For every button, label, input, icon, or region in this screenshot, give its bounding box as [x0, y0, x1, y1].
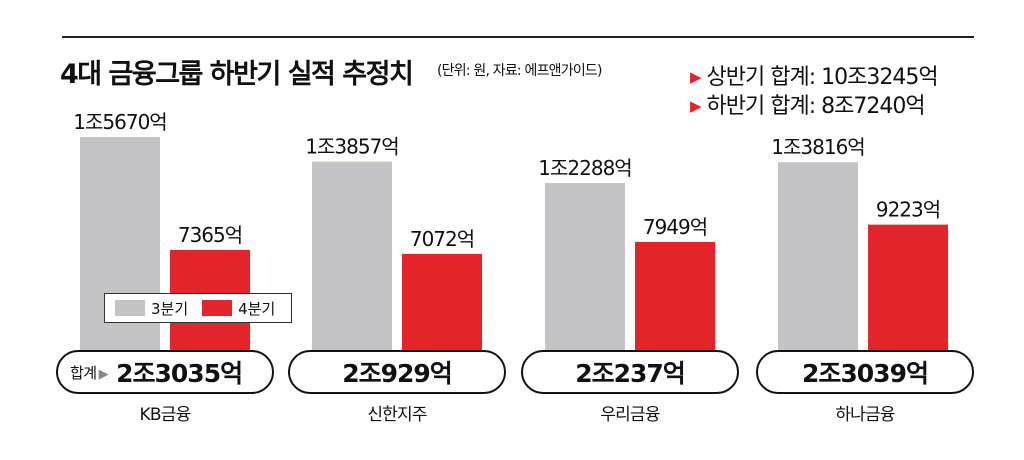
data-label-q3: 1조2288억	[538, 156, 631, 180]
total-pill-hana: 2조3039억	[756, 350, 974, 394]
bar-q4	[635, 241, 715, 350]
total-value: 2조929억	[342, 359, 453, 388]
legend: 3분기 4분기	[104, 293, 292, 323]
second-half-total: ▶ 하반기 합계: 8조7240억	[690, 88, 926, 120]
bar-q3	[312, 161, 392, 350]
first-half-total-text: 상반기 합계: 10조3245억	[706, 65, 939, 90]
total-value: 2조3035억	[116, 359, 243, 388]
company-name: 신한지주	[367, 405, 427, 425]
bar-q4	[868, 224, 948, 350]
total-pill-shinhan: 2조929억	[288, 350, 506, 394]
first-half-total: ▶ 상반기 합계: 10조3245억	[690, 59, 939, 91]
total-value: 2조3039억	[802, 359, 929, 388]
chart-subtitle: (단위: 원, 자료: 에프앤가이드)	[437, 63, 602, 79]
legend-label-q3: 3분기	[151, 299, 189, 318]
data-label-q3: 1조5670억	[73, 110, 166, 134]
data-label-q3: 1조3816억	[771, 135, 864, 159]
second-half-total-text: 하반기 합계: 8조7240억	[706, 94, 926, 119]
company-name: KB금융	[139, 405, 192, 425]
triangle-marker-icon: ▶	[690, 68, 702, 86]
bar-q4	[402, 253, 482, 350]
company-name: 우리금융	[600, 405, 660, 425]
data-label-q4: 7072억	[410, 227, 474, 251]
top-rule	[62, 36, 974, 38]
triangle-marker-icon: ▶	[690, 97, 702, 115]
total-pill-woori: 2조237억	[521, 350, 739, 394]
legend-swatch-q3	[115, 300, 145, 316]
data-label-q4: 9223억	[876, 198, 940, 222]
bar-q3	[545, 182, 625, 350]
data-label-q3: 1조3857억	[305, 135, 398, 159]
total-pill-kb: 합계 ▶ 2조3035억	[56, 350, 274, 394]
total-value: 2조237억	[575, 359, 686, 388]
sum-prefix-text: 합계	[70, 363, 97, 382]
arrow-right-icon: ▶	[98, 366, 109, 382]
data-label-q4: 7365억	[178, 223, 242, 247]
chart-title: 4대 금융그룹 하반기 실적 추정치	[60, 59, 414, 90]
sum-prefix: 합계 ▶	[70, 362, 109, 383]
bar-q3	[778, 162, 858, 350]
company-name: 하나금융	[835, 405, 895, 425]
data-label-q4: 7949억	[643, 215, 707, 239]
legend-label-q4: 4분기	[238, 299, 276, 318]
legend-swatch-q4	[202, 300, 233, 316]
